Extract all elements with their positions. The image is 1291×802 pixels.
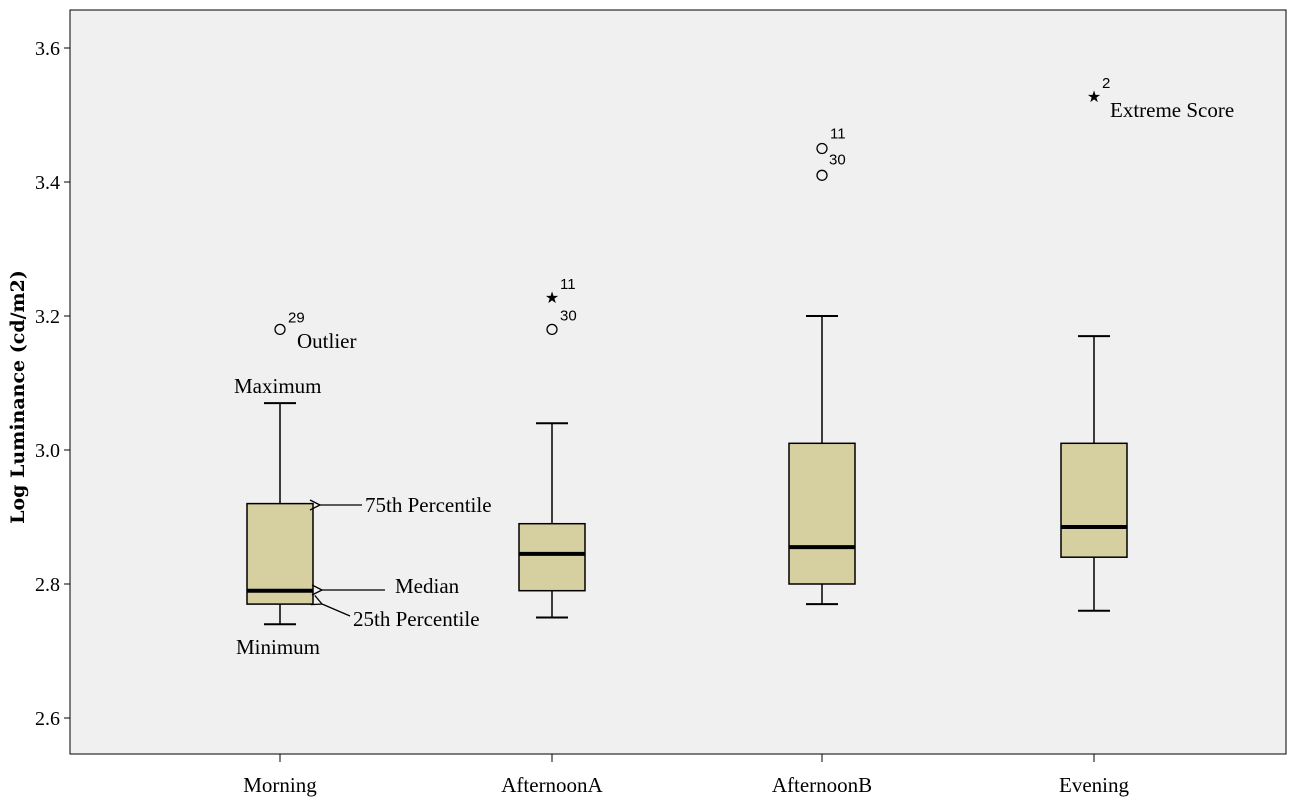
x-tick-label: Evening	[1059, 773, 1129, 797]
iqr-box	[1060, 442, 1128, 558]
outlier-marker	[816, 142, 828, 155]
case-label: 30	[829, 151, 846, 168]
annotation-group: Outlier Maximum 75th Percentile Median 25th …	[234, 98, 1234, 659]
x-axis: Morning AfternoonA AfternoonB Evening	[243, 754, 1129, 797]
case-label: 2	[1102, 75, 1110, 92]
case-label: 29	[288, 309, 305, 326]
minimum-annotation: Minimum	[236, 635, 320, 659]
y-tick-label: 3.6	[35, 38, 60, 60]
y-tick-label: 2.6	[35, 708, 60, 730]
p25-annotation: 25th Percentile	[353, 607, 480, 631]
y-axis: 2.6 2.8 3.0 3.2 3.4 3.6	[35, 38, 70, 730]
y-tick-label: 3.0	[35, 440, 60, 462]
maximum-annotation: Maximum	[234, 374, 322, 398]
extreme-annotation: Extreme Score	[1110, 98, 1234, 122]
x-tick-label: AfternoonA	[501, 773, 603, 797]
outlier-annotation: Outlier	[297, 329, 356, 353]
extreme-marker: ★	[545, 288, 559, 307]
p25-arrow	[322, 604, 351, 617]
median-annotation: Median	[395, 574, 460, 598]
outlier-marker	[546, 323, 558, 336]
case-label: 11	[830, 126, 846, 143]
box-afternoona: ★11 30	[518, 276, 586, 619]
outlier-marker	[274, 323, 286, 336]
y-tick-label: 2.8	[35, 574, 60, 596]
plot-area	[69, 9, 1287, 755]
case-label: 30	[560, 307, 577, 324]
box-morning: 29	[246, 309, 314, 626]
p75-annotation: 75th Percentile	[365, 493, 492, 517]
y-tick-label: 3.2	[35, 306, 60, 328]
iqr-box	[518, 522, 586, 592]
y-axis-label: Log Luminance (cd/m2)	[7, 270, 29, 524]
case-label: 11	[560, 276, 576, 293]
y-tick-label: 3.4	[35, 172, 60, 194]
outlier-marker	[816, 169, 828, 181]
box-evening: ★2	[1060, 75, 1128, 612]
iqr-box	[246, 502, 314, 605]
iqr-box	[788, 442, 856, 585]
x-tick-label: Morning	[243, 773, 317, 797]
x-tick-label: AfternoonB	[772, 773, 872, 797]
extreme-marker: ★	[1087, 87, 1101, 106]
